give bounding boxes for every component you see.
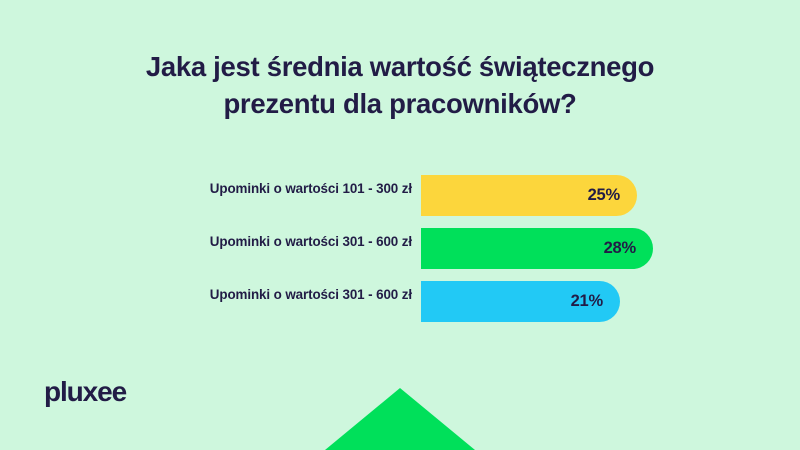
- bar-chart: Upominki o wartości 101 - 300 zł 25% Upo…: [0, 169, 800, 328]
- bar-row: Upominki o wartości 101 - 300 zł 25%: [0, 169, 800, 222]
- bar-fill-1: 25%: [421, 175, 637, 216]
- bar-fill-3: 21%: [421, 281, 620, 322]
- page-title: Jaka jest średnia wartość świątecznego p…: [145, 51, 655, 120]
- bar-track-3: 21%: [421, 281, 620, 322]
- bar-label-3: Upominki o wartości 301 - 600 zł: [209, 287, 412, 302]
- bar-fill-2: 28%: [421, 228, 653, 269]
- bar-track-2: 28%: [421, 228, 653, 269]
- bar-label-1: Upominki o wartości 101 - 300 zł: [209, 181, 412, 196]
- triangle-decoration-icon: [325, 388, 475, 450]
- bar-value-3: 21%: [570, 292, 604, 310]
- bar-track-1: 25%: [421, 175, 637, 216]
- bar-label-2: Upominki o wartości 301 - 600 zł: [209, 234, 412, 249]
- pluxee-logo: pluxee: [44, 376, 127, 407]
- bar-value-2: 28%: [603, 239, 637, 257]
- bar-row: Upominki o wartości 301 - 600 zł 28%: [0, 222, 800, 275]
- bar-row: Upominki o wartości 301 - 600 zł 21%: [0, 275, 800, 328]
- bar-value-1: 25%: [587, 186, 621, 204]
